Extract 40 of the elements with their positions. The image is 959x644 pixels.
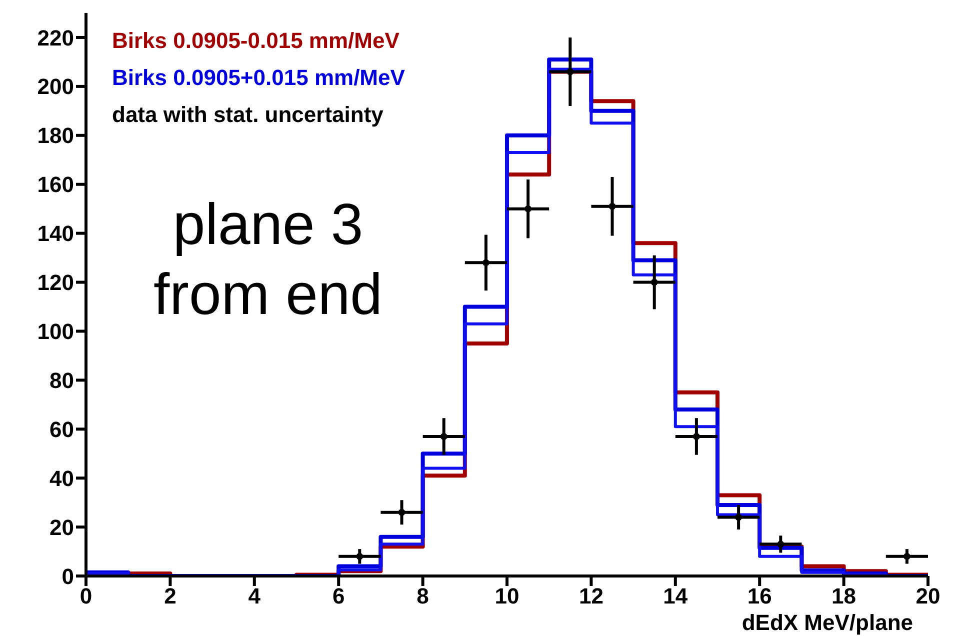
point — [692, 432, 700, 440]
x-tick-label: 0 — [80, 584, 92, 609]
y-tick-label: 0 — [62, 564, 74, 589]
point — [398, 508, 406, 516]
point — [650, 278, 658, 286]
x-tick-label: 18 — [832, 584, 856, 609]
y-tick-label: 140 — [37, 221, 74, 246]
y-tick-label: 220 — [37, 25, 74, 50]
x-tick-label: 2 — [164, 584, 176, 609]
text: Birks 0.0905+0.015 mm/MeV — [112, 64, 405, 92]
y-tick-label: 200 — [37, 74, 74, 100]
y-tick-label: 80 — [50, 368, 74, 393]
text: Birks 0.0905-0.015 mm/MeV — [112, 27, 400, 55]
point — [735, 514, 742, 521]
point — [903, 552, 910, 560]
point — [524, 205, 532, 212]
point — [440, 432, 448, 440]
x-tick-label: 14 — [663, 584, 688, 609]
y-tick-label: 160 — [37, 172, 74, 198]
x-tick-label: 8 — [416, 584, 429, 609]
y-tick-label: 100 — [37, 319, 74, 344]
y-tick-label: 40 — [50, 466, 74, 491]
x-axis-title: dEdX MeV/plane — [742, 610, 913, 636]
point — [777, 540, 784, 548]
x-tick-label: 6 — [332, 584, 345, 609]
point — [566, 68, 574, 76]
y-tick-label: 120 — [37, 270, 74, 296]
x-tick-label: 16 — [747, 584, 772, 609]
annotation: plane 3 from end — [152, 191, 384, 329]
x-tick-label: 20 — [916, 584, 940, 609]
y-tick-label: 60 — [50, 416, 74, 442]
x-tick-label: 10 — [494, 584, 520, 609]
y-tick-label: 180 — [37, 123, 74, 148]
point — [356, 552, 364, 560]
y-tick-label: 20 — [50, 514, 74, 540]
x-tick-label: 4 — [248, 584, 262, 609]
text: data with stat. uncertainty — [112, 101, 384, 129]
point — [482, 259, 490, 266]
x-tick-label: 12 — [578, 584, 604, 609]
point — [608, 202, 616, 210]
